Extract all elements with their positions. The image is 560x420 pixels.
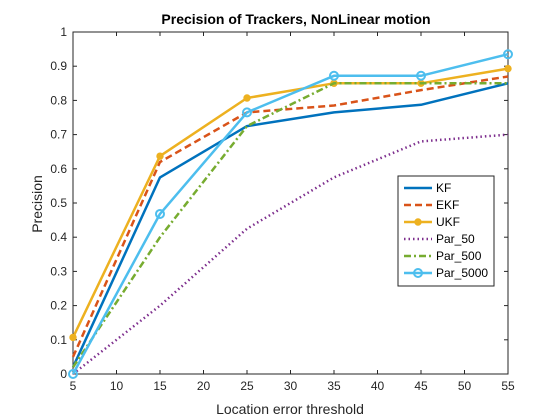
series-line-par-500 <box>71 82 508 368</box>
data-point <box>504 64 512 73</box>
y-tick-label: 0.8 <box>50 93 67 107</box>
data-point <box>156 152 164 160</box>
x-tick-label: 10 <box>110 379 124 393</box>
x-tick-label: 35 <box>327 379 341 393</box>
y-tick-label: 0.4 <box>50 230 67 244</box>
data-point <box>503 49 513 60</box>
data-point <box>243 94 251 102</box>
y-tick-label: 0.9 <box>50 59 67 73</box>
data-point <box>155 208 165 219</box>
y-tick-label: 0.3 <box>50 264 67 278</box>
y-tick-label: 0.6 <box>50 162 67 176</box>
series-line-par-5000 <box>71 52 509 375</box>
data-point <box>68 369 78 379</box>
x-tick-label: 15 <box>153 379 167 393</box>
legend-box <box>397 175 495 287</box>
legend-marker <box>414 218 422 226</box>
x-tick-label: 25 <box>240 379 254 393</box>
legend-entry: KF <box>436 181 451 195</box>
chart-title: Precision of Trackers, NonLinear motion <box>161 11 430 27</box>
x-tick-label: 45 <box>414 379 428 393</box>
y-tick-label: 0.1 <box>50 333 67 347</box>
legend-entry: Par_5000 <box>436 266 488 280</box>
data-point <box>242 107 252 118</box>
legend: KF EKF UKF Par_50 Par_500 Par_5000 <box>397 175 495 287</box>
x-tick-label: 5 <box>70 379 77 393</box>
series-line-kf <box>71 82 509 368</box>
data-point <box>416 70 426 81</box>
x-tick-label: 50 <box>458 379 472 393</box>
legend-entry: Par_500 <box>436 249 482 263</box>
x-tick-label: 20 <box>197 379 211 393</box>
x-tick-label: 55 <box>501 379 515 393</box>
y-tick-label: 0 <box>60 367 67 381</box>
x-axis-label: Location error threshold <box>216 401 364 417</box>
y-axis-label: Precision <box>29 175 45 233</box>
series-line-ekf <box>71 75 509 358</box>
legend-marker <box>413 268 423 278</box>
legend-entry: Par_50 <box>436 232 475 246</box>
x-tick-label: 30 <box>284 379 298 393</box>
y-tick-label: 0.7 <box>50 128 67 142</box>
y-tick-label: 1 <box>60 25 67 39</box>
legend-entry: UKF <box>436 215 460 229</box>
legend-entry: EKF <box>436 198 459 212</box>
data-point <box>329 70 339 81</box>
y-tick-label: 0.2 <box>50 299 67 313</box>
x-tick-label: 40 <box>371 379 385 393</box>
data-point <box>69 333 77 342</box>
series-line-ukf <box>71 67 509 338</box>
y-tick-label: 0.5 <box>50 196 67 210</box>
